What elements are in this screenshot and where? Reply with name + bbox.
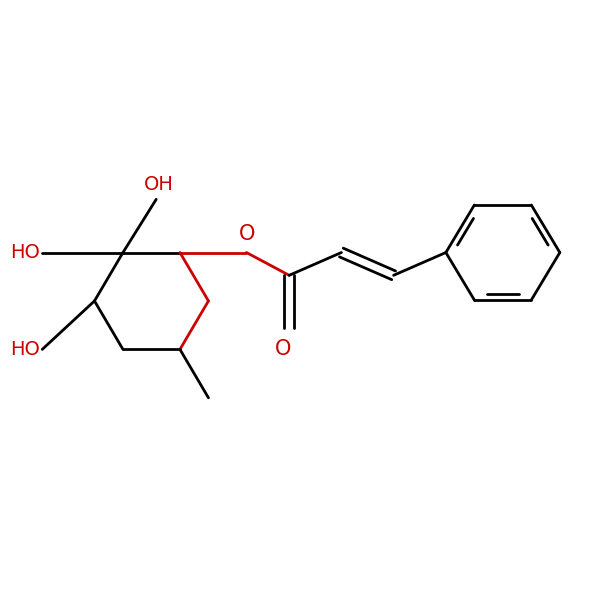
Text: HO: HO (10, 340, 40, 359)
Text: O: O (275, 339, 292, 359)
Text: OH: OH (143, 175, 173, 194)
Text: O: O (239, 224, 256, 244)
Text: HO: HO (10, 243, 40, 262)
